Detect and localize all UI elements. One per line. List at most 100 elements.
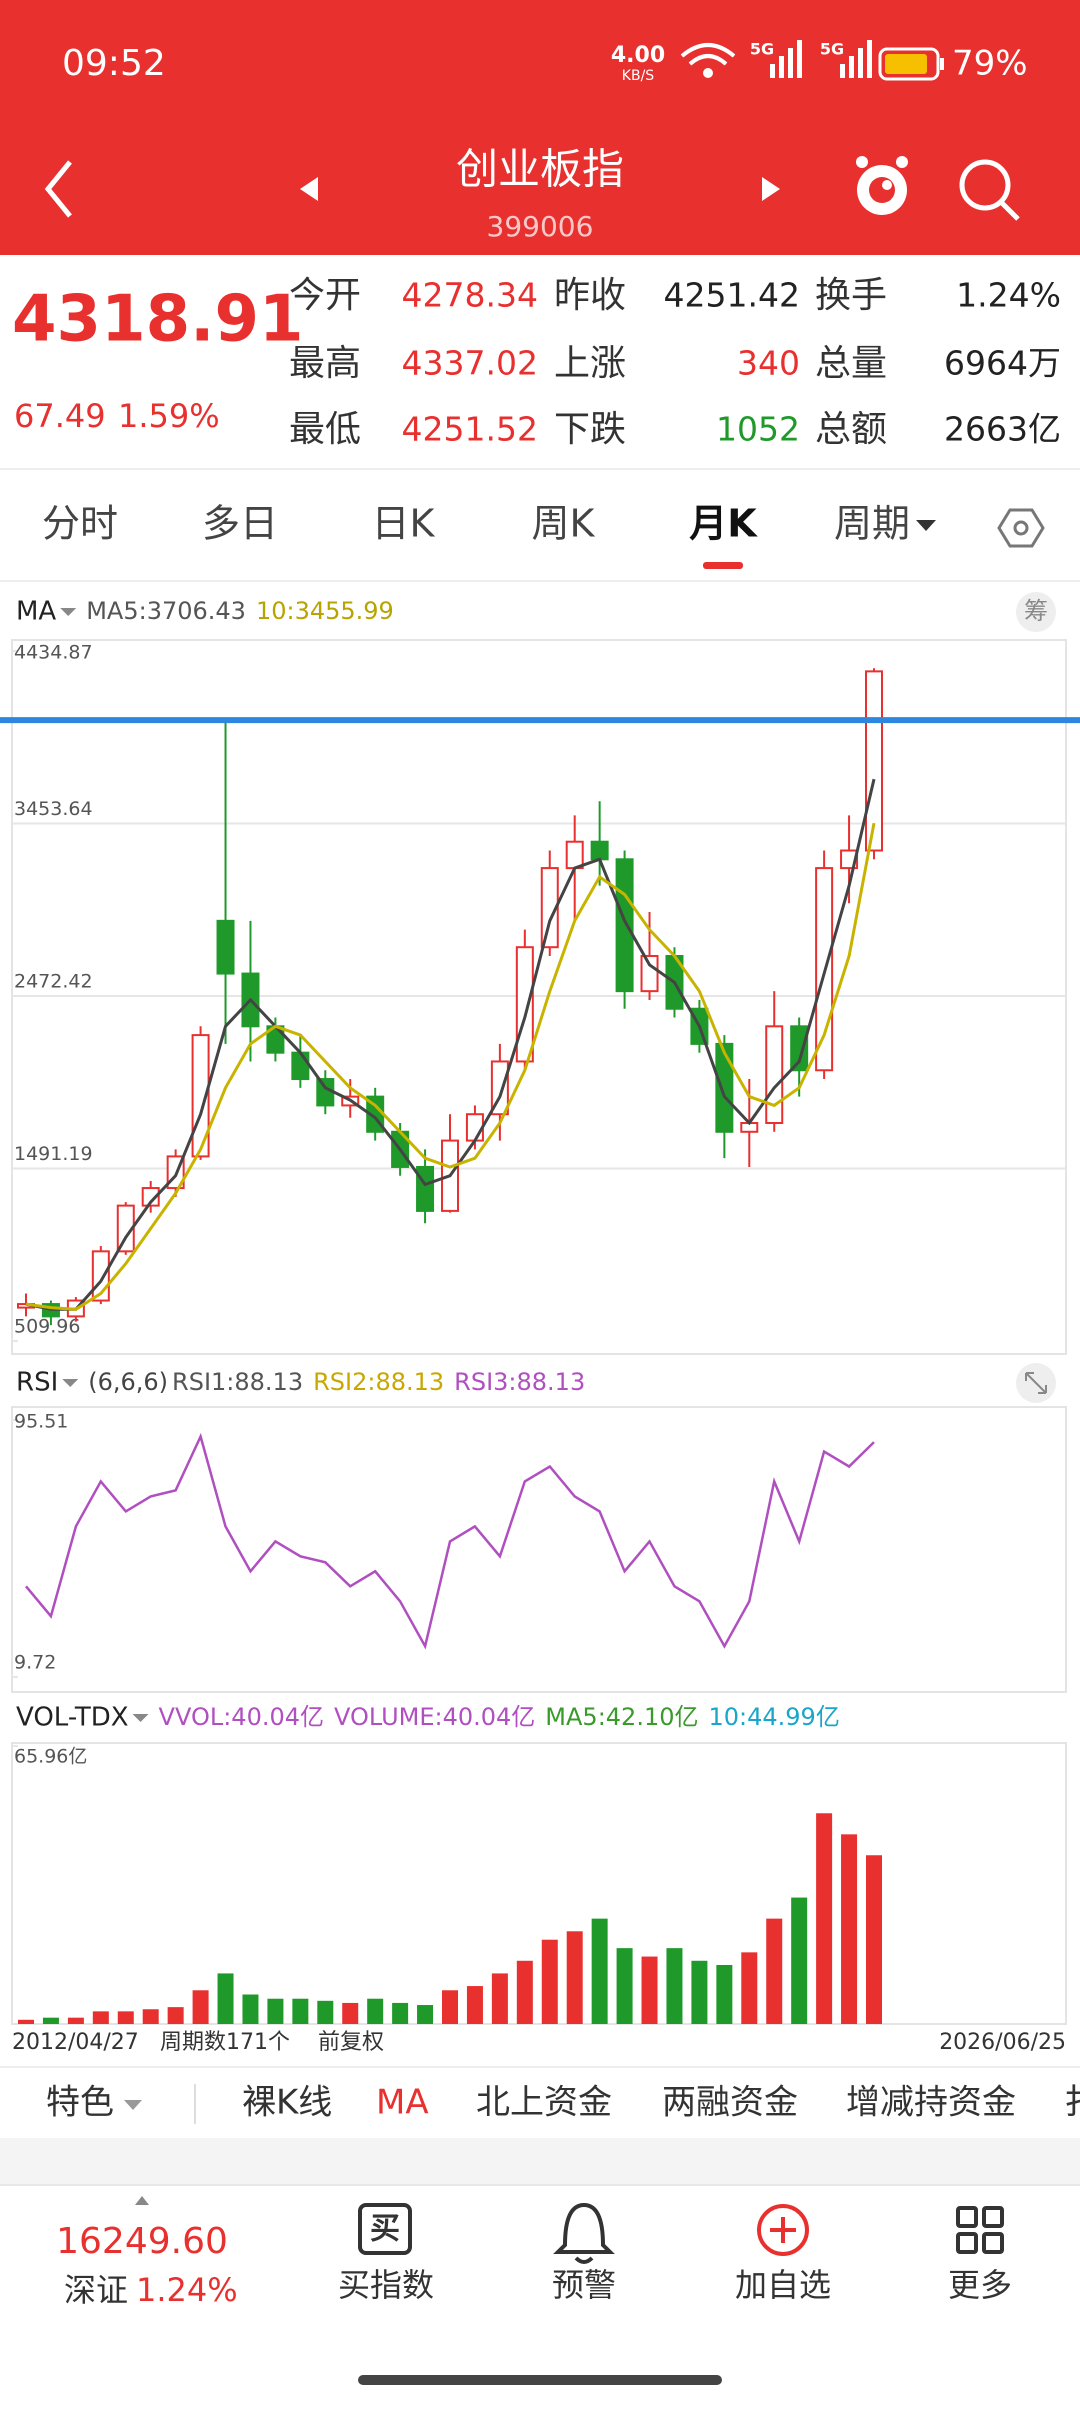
- candle-body: [216, 919, 235, 975]
- period-tab[interactable]: 分时: [42, 502, 118, 546]
- candle-body: [590, 840, 609, 861]
- legend-entry: VVOL:40.04亿: [159, 1703, 324, 1731]
- tool-tab[interactable]: 两融资金: [662, 2083, 798, 2123]
- tool-tab[interactable]: 增减持资金: [846, 2083, 1016, 2123]
- dropdown-arrow[interactable]: [62, 1379, 79, 1387]
- expand-arrow[interactable]: [135, 2196, 149, 2205]
- volume-bar: [142, 2009, 159, 2024]
- y-tick-label: 4434.87: [14, 642, 93, 664]
- add-icon[interactable]: [757, 2204, 809, 2256]
- battery-level: 79%: [952, 44, 1028, 84]
- nav-label[interactable]: 更多: [948, 2266, 1012, 2304]
- divider: [0, 2066, 1080, 2068]
- indicator-selector[interactable]: VOL-TDX: [16, 1703, 129, 1733]
- prev-button[interactable]: [300, 177, 318, 201]
- volume-bar: [18, 2019, 34, 2024]
- legend-entry: RSI1:88.13: [172, 1368, 303, 1396]
- more-icon[interactable]: [956, 2206, 1004, 2254]
- tool-tab[interactable]: MA: [376, 2083, 429, 2123]
- volume-bar: [292, 1998, 309, 2024]
- plot-frame: [11, 1406, 1067, 1693]
- y-tick-label: 9.72: [14, 1652, 56, 1674]
- indicator-selector[interactable]: MA: [16, 597, 56, 627]
- next-button[interactable]: [762, 177, 780, 201]
- adjust-mode: 前复权: [318, 2030, 384, 2055]
- candle-body: [865, 670, 883, 852]
- volume-bar: [791, 1897, 808, 2024]
- volume-bar: [691, 1960, 708, 2024]
- battery-icon: [878, 47, 944, 81]
- period-tab[interactable]: 周期: [834, 502, 910, 546]
- period-tab[interactable]: 月K: [689, 502, 758, 546]
- volume-bar: [866, 1855, 882, 2024]
- status-time: 09:52: [62, 43, 166, 84]
- indicator-selector[interactable]: RSI: [16, 1368, 58, 1398]
- tool-tab[interactable]: 特色: [46, 2083, 114, 2123]
- dropdown-arrow[interactable]: [132, 1714, 149, 1722]
- volume-bar: [741, 1952, 758, 2024]
- volume-bar: [666, 1948, 683, 2024]
- divider: [0, 468, 1080, 470]
- volume-bar: [491, 1973, 508, 2024]
- nav-label[interactable]: 买指数: [338, 2266, 434, 2304]
- legend-entry: VOLUME:40.04亿: [334, 1703, 535, 1731]
- signal-label: 5G: [750, 40, 774, 59]
- back-button[interactable]: [44, 160, 72, 218]
- candle-body: [565, 840, 584, 870]
- home-indicator: [358, 2375, 722, 2385]
- quote-label: 下跌: [554, 409, 626, 450]
- candle-body: [291, 1051, 310, 1081]
- net-speed: 4.00: [611, 43, 665, 68]
- price-change: 67.49: [14, 397, 106, 435]
- indicator-line: [25, 1432, 875, 1650]
- quote-value: 1.24%: [956, 276, 1061, 315]
- index-code: 399006: [487, 210, 594, 243]
- period-tab[interactable]: 多日: [202, 502, 278, 546]
- quote-value: 4337.02: [402, 344, 538, 383]
- volume-bar: [92, 2011, 109, 2024]
- tool-tab[interactable]: 北上资金: [476, 2083, 612, 2123]
- period-tab[interactable]: 日K: [372, 502, 436, 546]
- chip-button[interactable]: [1016, 592, 1056, 632]
- indicator-params: (6,6,6): [88, 1368, 168, 1396]
- buy-icon[interactable]: [358, 2203, 412, 2255]
- mascot-icon[interactable]: [856, 156, 908, 215]
- volume-bar: [192, 1990, 209, 2024]
- legend-entry: MA5:3706.43: [86, 597, 246, 625]
- volume-bar: [417, 2005, 434, 2024]
- dropdown-arrow[interactable]: [60, 608, 77, 616]
- volume-bar: [242, 1994, 259, 2024]
- tool-tab[interactable]: 裸K线: [242, 2083, 332, 2123]
- volume-bar: [541, 1939, 558, 2024]
- volume-bar: [516, 1960, 533, 2024]
- volume-bar: [117, 2011, 134, 2024]
- settings-icon[interactable]: [997, 508, 1045, 548]
- legend-entry: RSI3:88.13: [454, 1368, 585, 1396]
- volume-bar: [616, 1948, 633, 2024]
- last-price: 4318.91: [12, 283, 304, 357]
- legend-entry: MA5:42.10亿: [545, 1703, 698, 1731]
- nav-label[interactable]: 预警: [552, 2266, 616, 2304]
- plot-frame: [11, 639, 1067, 1355]
- alert-icon[interactable]: [553, 2202, 615, 2264]
- legend-entry: 10:3455.99: [256, 597, 394, 625]
- expand-icon: [1025, 1372, 1047, 1394]
- price-change-pct: 1.59%: [118, 397, 220, 435]
- volume-bar: [841, 1834, 858, 2024]
- search-icon[interactable]: [959, 159, 1020, 221]
- volume-bar: [591, 1918, 608, 2024]
- volume-bar: [442, 1990, 458, 2024]
- period-tab[interactable]: 周K: [532, 502, 596, 546]
- divider: [0, 580, 1080, 582]
- volume-bar: [641, 1956, 658, 2024]
- volume-bar: [217, 1973, 234, 2024]
- tool-tab[interactable]: 扌: [1064, 2083, 1080, 2123]
- quote-label: 总额: [815, 409, 887, 450]
- nav-label[interactable]: 加自选: [735, 2266, 831, 2304]
- signal-icons: [770, 40, 872, 78]
- candle-body: [715, 1042, 734, 1133]
- page-title: 创业板指: [456, 145, 624, 194]
- index-value[interactable]: 16249.60: [56, 2221, 228, 2262]
- indicator-line: [25, 822, 876, 1311]
- quote-label: 昨收: [554, 275, 626, 316]
